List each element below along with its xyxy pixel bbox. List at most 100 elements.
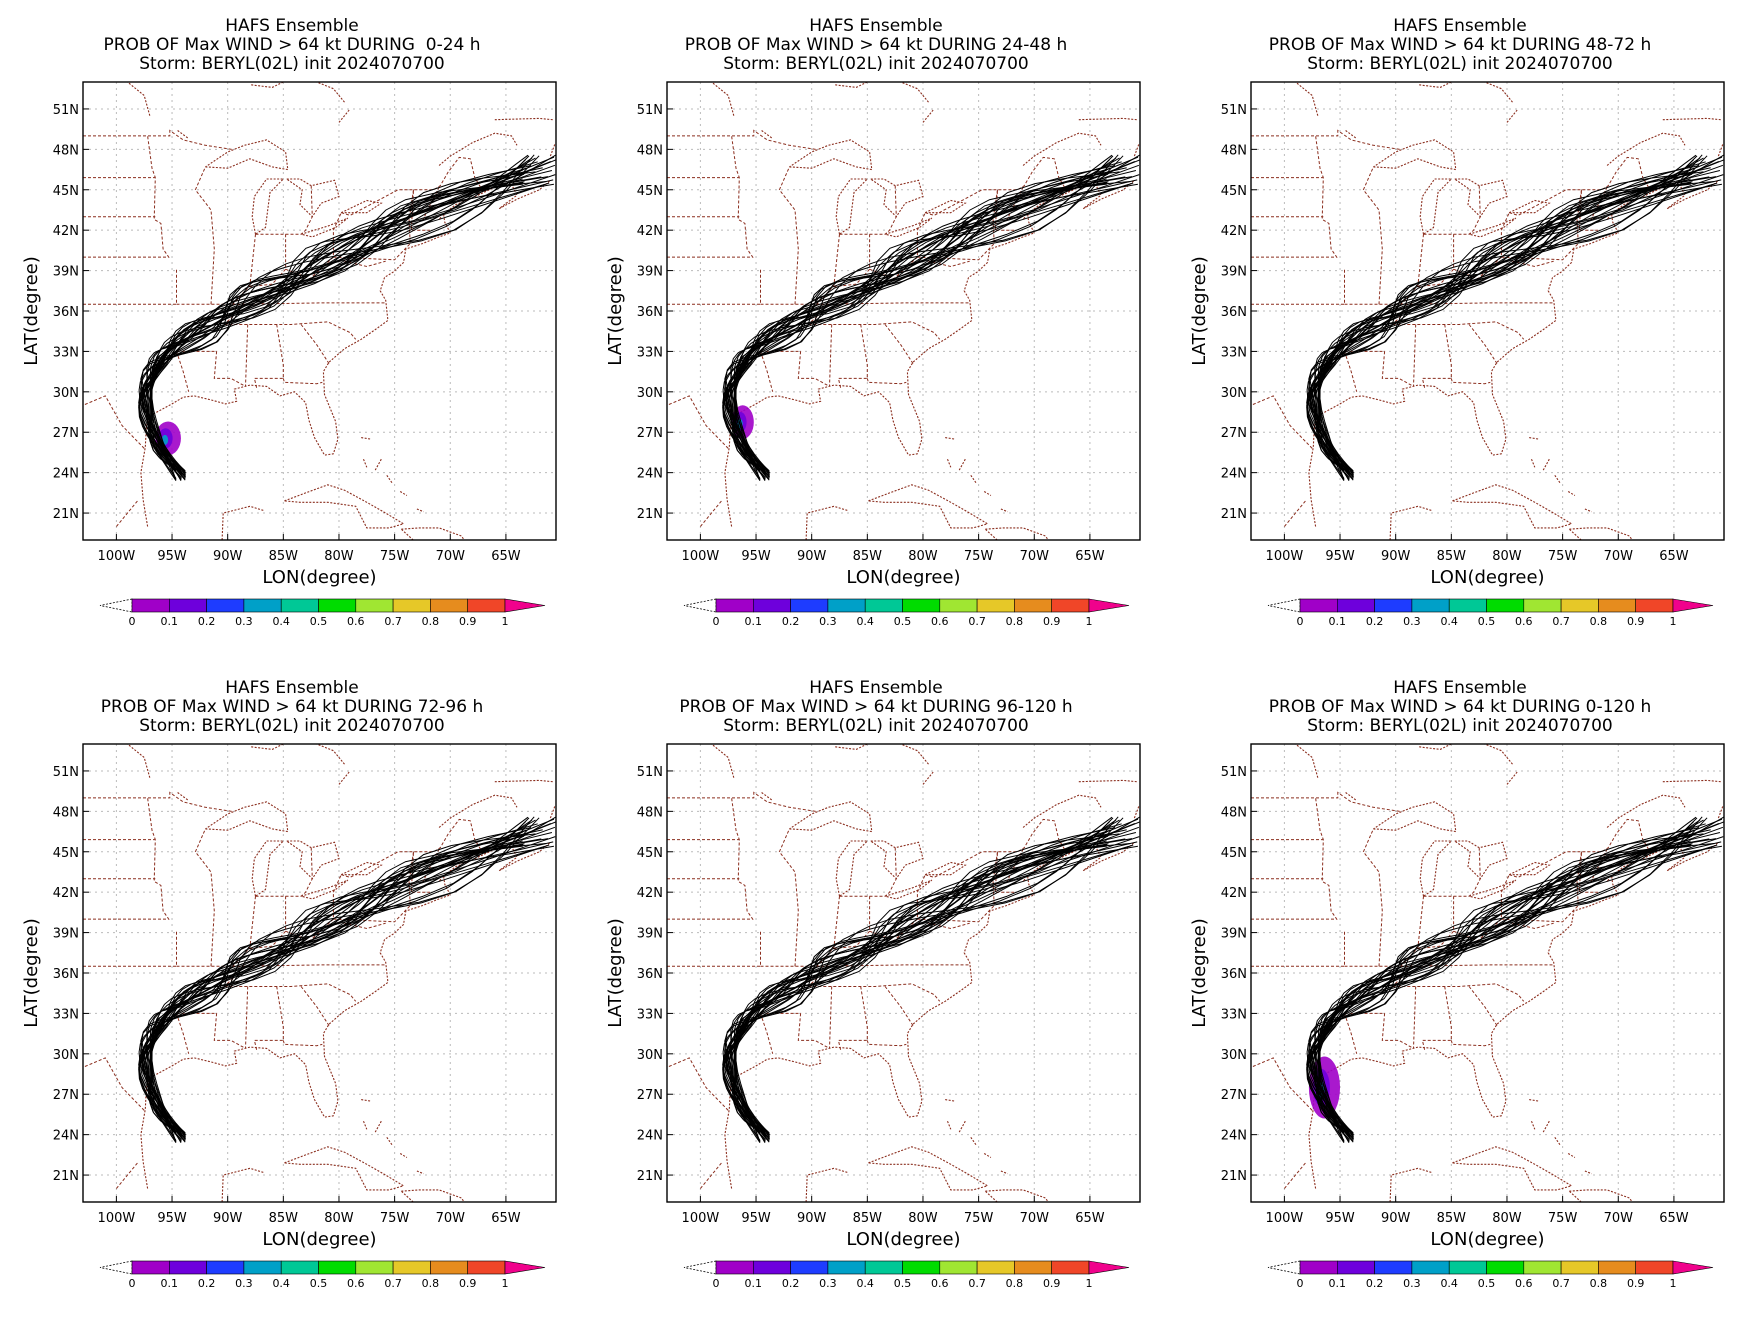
y-tick-label: 27N: [53, 1088, 79, 1103]
coastline: [1417, 744, 1452, 750]
ensemble-track: [150, 816, 556, 1143]
state-border: [884, 185, 897, 235]
state-border: [1392, 321, 1525, 340]
ensemble-track: [150, 154, 556, 481]
ensemble-track: [1306, 831, 1691, 1143]
colorbar-label: 0.2: [198, 1277, 216, 1290]
state-border: [300, 847, 313, 897]
colorbar-segment: [1014, 598, 1052, 613]
state-border: [232, 896, 256, 967]
map-plot: 100W 95W 90W 85W 80W 75W 70W 65W 51N 48N 45N 42N 39N…: [605, 81, 1141, 628]
map-panel: HAFS Ensemble PROB OF Max WIND > 64 kt D…: [1168, 662, 1752, 1324]
x-tick-label: 95W: [1325, 1211, 1355, 1226]
y-tick-label: 27N: [53, 426, 79, 441]
colorbar-segment: [939, 1260, 978, 1275]
state-border: [116, 499, 139, 527]
colorbar-segment: [430, 1260, 468, 1275]
state-border: [1450, 1040, 1491, 1047]
y-tick-label: 21N: [53, 1169, 79, 1184]
coastline: [983, 491, 992, 496]
state-border: [667, 1057, 729, 1111]
panel-subtitle: PROB OF Max WIND > 64 kt DURING 24-48 h: [684, 35, 1068, 55]
map-plot: 100W 95W 90W 85W 80W 75W 70W 65W 51N 48N 45N 42N 39N…: [605, 743, 1141, 1290]
colorbar-label: 0.3: [1403, 1277, 1421, 1290]
ensemble-track: [1306, 182, 1692, 481]
ensemble-track: [146, 844, 550, 1138]
x-tick-label: 65W: [1075, 1211, 1105, 1226]
colorbar-segment: [1014, 1260, 1052, 1275]
ensemble-track: [1319, 821, 1724, 1141]
coastline: [1662, 117, 1721, 121]
colorbar-label: 0.2: [1366, 1277, 1384, 1290]
x-tick-label: 100W: [682, 1211, 720, 1226]
panel-subtitle: PROB OF Max WIND > 64 kt DURING 72-96 h: [100, 697, 484, 717]
colorbar-label: 0.6: [347, 615, 365, 628]
coastline: [1295, 744, 1319, 778]
colorbar-segment: [1374, 1260, 1413, 1275]
ensemble-track: [141, 155, 540, 480]
ensemble-track: [149, 174, 556, 475]
ensemble-track: [1309, 165, 1700, 477]
y-tick-label: 45N: [53, 184, 79, 199]
colorbar-label: 0.7: [968, 615, 986, 628]
x-tick-label: 85W: [853, 549, 883, 564]
colorbar-label: 0.4: [856, 615, 874, 628]
colorbar-label: 0.1: [745, 1277, 763, 1290]
coastline: [1526, 548, 1548, 555]
ensemble-track: [1317, 170, 1721, 472]
coastline: [221, 1167, 264, 1202]
ensemble-track: [151, 821, 556, 1141]
panel-subtitle: PROB OF Max WIND > 64 kt DURING 0-120 h: [1268, 697, 1652, 717]
state-border: [83, 1057, 145, 1111]
y-tick-label: 51N: [1221, 765, 1247, 780]
colorbar-label: 0: [1297, 615, 1304, 628]
state-border: [1284, 499, 1307, 527]
state-border: [667, 791, 817, 812]
coastline: [549, 143, 556, 157]
y-tick-label: 36N: [53, 967, 79, 982]
state-border: [829, 986, 833, 1049]
map-plot: 100W 95W 90W 85W 80W 75W 70W 65W 51N 48N 45N 42N 39N…: [21, 743, 557, 1290]
state-border: [300, 986, 330, 1026]
state-border: [1251, 395, 1313, 449]
coastline: [724, 179, 1135, 527]
ensemble-track: [722, 831, 1107, 1143]
coastline: [835, 840, 869, 897]
state-border: [282, 1040, 323, 1047]
coastline: [970, 474, 977, 484]
x-tick-label: 90W: [1381, 549, 1411, 564]
panel-storm-label: Storm: BERYL(02L) init 2024070700: [139, 716, 445, 736]
coastline: [870, 178, 924, 218]
coastline: [251, 178, 285, 235]
y-tick-label: 24N: [637, 467, 663, 482]
coastline: [945, 437, 955, 440]
y-tick-label: 39N: [53, 265, 79, 280]
colorbar-high-arrow: [504, 1260, 546, 1275]
x-tick-label: 95W: [741, 1211, 771, 1226]
x-tick-label: 95W: [741, 549, 771, 564]
panel-title: HAFS Ensemble: [1393, 678, 1527, 698]
y-tick-label: 21N: [1221, 507, 1247, 522]
state-border: [760, 351, 774, 392]
state-border: [332, 212, 342, 231]
state-border: [1413, 324, 1417, 387]
coastline: [416, 508, 424, 513]
x-tick-label: 90W: [213, 549, 243, 564]
y-tick-label: 30N: [53, 386, 79, 401]
colorbar-segment: [790, 598, 829, 613]
state-border: [1344, 1012, 1414, 1049]
ensemble-track: [725, 155, 1124, 480]
state-border: [1468, 185, 1481, 235]
coastline: [884, 217, 933, 238]
coastline: [386, 474, 393, 484]
coastline: [1022, 794, 1102, 828]
coastline: [1078, 779, 1137, 783]
ensemble-track: [149, 845, 554, 1133]
state-border: [176, 351, 190, 392]
colorbar-segment: [131, 1260, 170, 1275]
colorbar-high-arrow: [1672, 598, 1714, 613]
coastline: [286, 840, 340, 880]
ensemble-track: [1309, 155, 1708, 480]
panel-title: HAFS Ensemble: [225, 678, 359, 698]
coastline: [711, 82, 735, 116]
